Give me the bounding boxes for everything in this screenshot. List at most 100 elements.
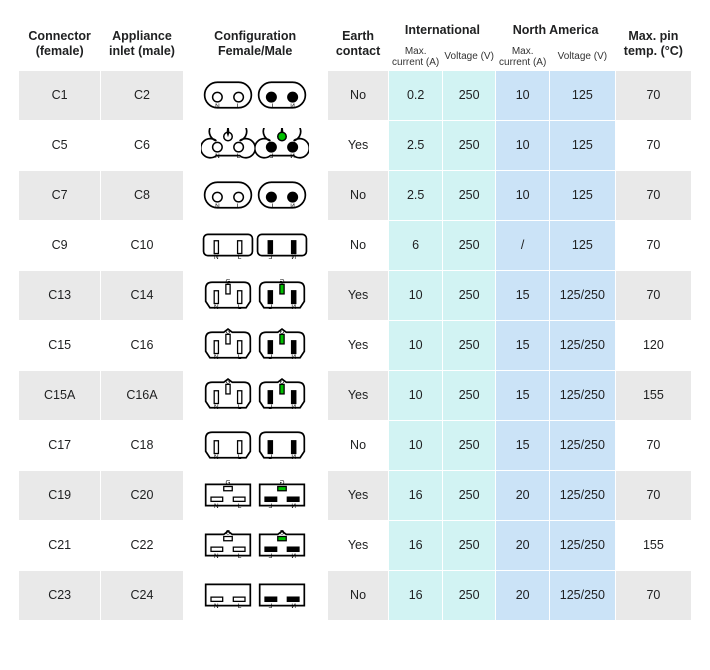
- connector-female-icon: NL: [201, 128, 255, 162]
- cell-config: NLG NLG: [183, 320, 327, 370]
- connector-male-icon: NLG: [255, 278, 309, 312]
- svg-text:N: N: [291, 503, 296, 510]
- cell-intl-current: 6: [389, 220, 443, 270]
- svg-text:L: L: [238, 404, 242, 411]
- cell-maxpin: 70: [615, 120, 691, 170]
- cell-inlet: C8: [101, 170, 183, 220]
- cell-connector: C17: [19, 420, 101, 470]
- svg-text:N: N: [291, 454, 296, 461]
- cell-maxpin: 70: [615, 270, 691, 320]
- connector-male-icon: N L G: [255, 378, 309, 412]
- cell-earth: Yes: [327, 120, 389, 170]
- svg-text:N: N: [214, 454, 219, 461]
- cell-intl-voltage: 250: [442, 270, 496, 320]
- cell-connector: C5: [19, 120, 101, 170]
- cell-na-voltage: 125/250: [549, 270, 615, 320]
- cell-connector: C21: [19, 520, 101, 570]
- cell-config: NL NL: [183, 220, 327, 270]
- cell-na-current: 20: [496, 470, 550, 520]
- table-row: C13 C14 NLG NLG Yes 10 250 15 125/250 70: [19, 270, 692, 320]
- svg-text:N: N: [291, 553, 296, 560]
- svg-text:N: N: [214, 354, 219, 361]
- svg-text:G: G: [226, 278, 231, 285]
- connector-male-icon: NL: [255, 128, 309, 162]
- svg-text:N: N: [290, 153, 295, 160]
- cell-earth: No: [327, 220, 389, 270]
- svg-text:G: G: [280, 480, 285, 487]
- cell-na-current: 15: [496, 370, 550, 420]
- svg-text:N: N: [291, 304, 296, 311]
- connector-male-icon: NL: [255, 78, 309, 112]
- col-inlet: Appliance inlet (male): [101, 19, 183, 71]
- cell-na-voltage: 125: [549, 120, 615, 170]
- svg-text:L: L: [268, 304, 272, 311]
- cell-intl-voltage: 250: [442, 70, 496, 120]
- cell-na-voltage: 125/250: [549, 370, 615, 420]
- cell-earth: Yes: [327, 470, 389, 520]
- svg-text:L: L: [238, 503, 242, 510]
- table-row: C17 C18 NL NL No 10 250 15 125/250 70: [19, 420, 692, 470]
- cell-intl-current: 0.2: [389, 70, 443, 120]
- svg-text:N: N: [215, 103, 220, 110]
- table-head: Connector (female) Appliance inlet (male…: [19, 19, 692, 71]
- cell-maxpin: 120: [615, 320, 691, 370]
- svg-text:L: L: [237, 103, 241, 110]
- svg-text:L: L: [268, 404, 272, 411]
- svg-text:N: N: [291, 404, 296, 411]
- table-row: C21 C22 NLG NLG Yes 16 250 20 125/250 15…: [19, 520, 692, 570]
- svg-text:N: N: [290, 103, 295, 110]
- cell-inlet: C16A: [101, 370, 183, 420]
- svg-text:L: L: [268, 254, 272, 261]
- cell-intl-voltage: 250: [442, 470, 496, 520]
- cell-connector: C9: [19, 220, 101, 270]
- cell-na-current: 20: [496, 520, 550, 570]
- svg-text:N: N: [291, 603, 296, 610]
- connector-female-icon: NLG: [201, 278, 255, 312]
- cell-na-current: 10: [496, 170, 550, 220]
- cell-maxpin: 70: [615, 70, 691, 120]
- cell-connector: C1: [19, 70, 101, 120]
- connector-male-icon: NLG: [255, 328, 309, 362]
- cell-intl-current: 16: [389, 520, 443, 570]
- cell-maxpin: 70: [615, 220, 691, 270]
- cell-intl-current: 16: [389, 470, 443, 520]
- cell-intl-current: 2.5: [389, 170, 443, 220]
- svg-text:N: N: [214, 553, 219, 560]
- col-intl-current: Max. current (A): [389, 43, 443, 70]
- cell-na-voltage: 125: [549, 220, 615, 270]
- cell-intl-current: 2.5: [389, 120, 443, 170]
- table-row: C1 C2 NL NL No 0.2 250 10 125 70: [19, 70, 692, 120]
- cell-connector: C23: [19, 570, 101, 620]
- svg-text:N: N: [214, 503, 219, 510]
- cell-earth: Yes: [327, 320, 389, 370]
- table-row: C19 C20 NLG NLG Yes 16 250 20 125/250 70: [19, 470, 692, 520]
- cell-na-voltage: 125/250: [549, 520, 615, 570]
- svg-text:G: G: [226, 328, 231, 335]
- cell-na-voltage: 125/250: [549, 320, 615, 370]
- table-row: C15A C16A NLG NLG Yes 10 250 15 125/250 …: [19, 370, 692, 420]
- cell-connector: C15A: [19, 370, 101, 420]
- connector-male-icon: NL: [255, 578, 309, 612]
- connector-female-icon: NL: [201, 228, 255, 262]
- cell-intl-voltage: 250: [442, 320, 496, 370]
- connector-female-icon: NL: [201, 78, 255, 112]
- table-row: C5 C6 NL NL Yes 2.5 250 10 125 70: [19, 120, 692, 170]
- cell-intl-voltage: 250: [442, 170, 496, 220]
- cell-inlet: C2: [101, 70, 183, 120]
- cell-connector: C19: [19, 470, 101, 520]
- cell-na-current: 15: [496, 270, 550, 320]
- svg-text:G: G: [280, 378, 285, 385]
- connector-female-icon: NLG: [201, 528, 255, 562]
- cell-connector: C7: [19, 170, 101, 220]
- svg-text:L: L: [269, 103, 273, 110]
- cell-intl-current: 10: [389, 270, 443, 320]
- cell-intl-current: 16: [389, 570, 443, 620]
- svg-text:N: N: [290, 203, 295, 210]
- cell-config: NL NL: [183, 170, 327, 220]
- svg-text:G: G: [226, 530, 231, 537]
- connector-male-icon: NL: [255, 428, 309, 462]
- col-intl: International: [389, 19, 496, 44]
- col-maxpin: Max. pin temp. (°C): [615, 19, 691, 71]
- cell-config: NL NL: [183, 420, 327, 470]
- cell-maxpin: 155: [615, 520, 691, 570]
